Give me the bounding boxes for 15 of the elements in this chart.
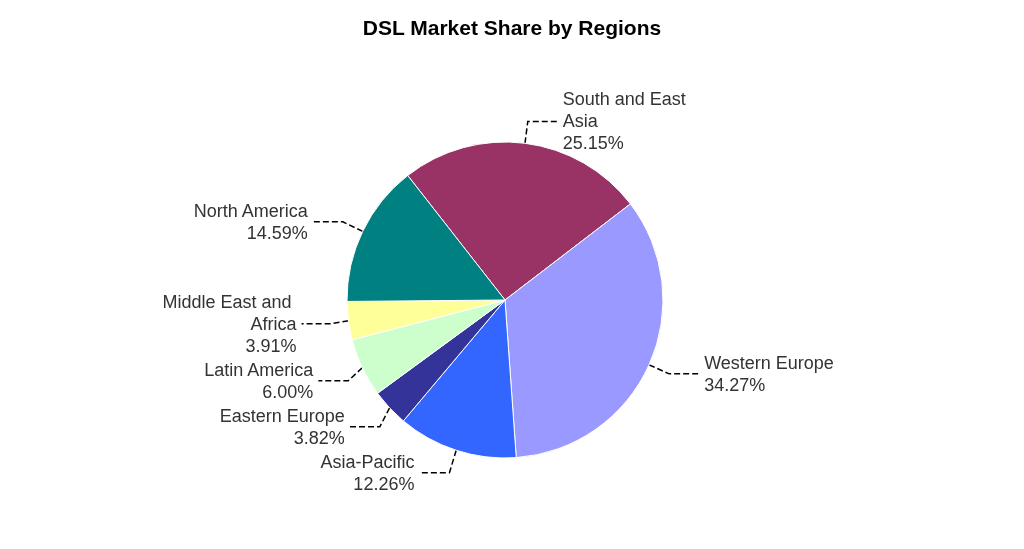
- data-label: 12.26%: [353, 473, 415, 494]
- slice-label: Asia-Pacific: [320, 451, 415, 472]
- slice-label: South and East Asia: [562, 89, 691, 132]
- slice-label: Western Europe: [704, 352, 834, 373]
- data-label: 3.82%: [293, 427, 345, 448]
- slice-label: Eastern Europe: [219, 405, 345, 426]
- data-label: 25.15%: [562, 133, 624, 154]
- data-label: 3.91%: [245, 335, 297, 356]
- data-label: 14.59%: [246, 222, 308, 243]
- slice-label: Middle East and Africa: [162, 291, 298, 334]
- data-label: 34.27%: [704, 374, 766, 395]
- data-label: 6.00%: [262, 381, 314, 402]
- chart-title: DSL Market Share by Regions: [362, 16, 662, 39]
- slice-label: Latin America: [204, 359, 315, 380]
- slice-label: North America: [193, 200, 309, 221]
